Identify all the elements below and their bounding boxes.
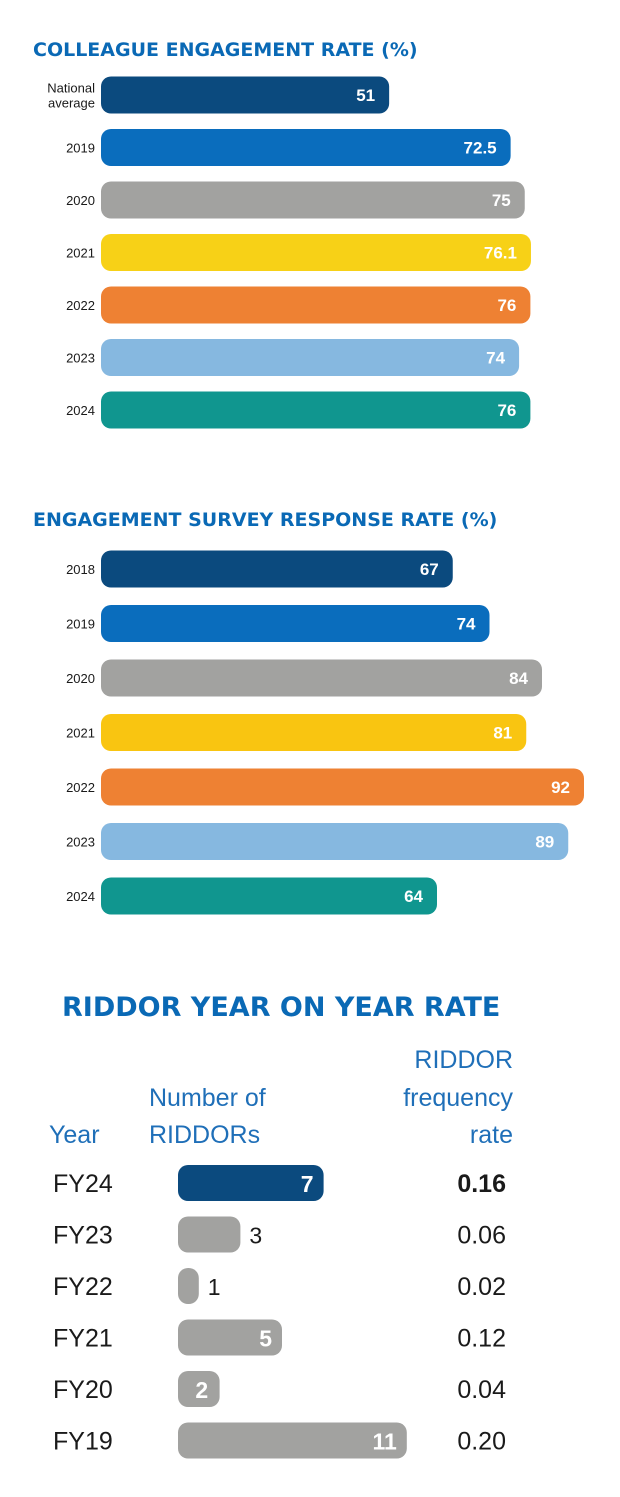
riddor-bar [178, 1371, 220, 1407]
bar [101, 768, 584, 806]
riddor-bar [178, 1319, 282, 1356]
rate-column-header-line: RIDDOR [414, 1046, 513, 1074]
category-label: 2019 [66, 617, 95, 632]
riddor-value-label: 5 [259, 1326, 272, 1352]
category-label: 2021 [66, 246, 95, 261]
riddor-bar [178, 1165, 324, 1201]
riddor-value-label: 7 [301, 1171, 314, 1197]
riddor-value-label: 1 [208, 1274, 221, 1300]
bar-value-label: 74 [457, 615, 476, 634]
bar [101, 181, 525, 219]
bar-value-label: 92 [551, 778, 570, 797]
bar-value-label: 72.5 [464, 139, 497, 158]
category-label: 2024 [66, 403, 95, 418]
category-label: 2019 [66, 141, 95, 156]
bar [101, 659, 542, 697]
category-label: 2024 [66, 889, 95, 904]
chart-title: COLLEAGUE ENGAGEMENT RATE (%) [33, 39, 418, 61]
frequency-rate-label: 0.16 [457, 1170, 506, 1198]
category-label: National [47, 81, 95, 96]
bar [101, 823, 569, 860]
count-column-header-line: RIDDORs [149, 1121, 260, 1149]
riddor-value-label: 3 [249, 1223, 262, 1249]
bar-value-label: 64 [404, 887, 423, 906]
year-label: FY21 [53, 1325, 113, 1353]
bar-value-label: 84 [509, 669, 528, 688]
bar [101, 339, 520, 376]
frequency-rate-label: 0.12 [457, 1325, 506, 1353]
frequency-rate-label: 0.20 [457, 1428, 506, 1456]
frequency-rate-label: 0.02 [457, 1273, 506, 1301]
chart-survey-response: ENGAGEMENT SURVEY RESPONSE RATE (%) 67 20… [33, 509, 584, 915]
count-column-header-line: Number of [149, 1084, 266, 1112]
bar-value-label: 89 [535, 833, 554, 852]
chart-title: RIDDOR YEAR ON YEAR RATE [62, 992, 500, 1023]
bar-value-label: 67 [420, 560, 439, 579]
bar-value-label: 76.1 [484, 244, 517, 263]
bar-value-label: 76 [497, 401, 516, 420]
category-label: 2021 [66, 726, 95, 741]
year-label: FY24 [53, 1170, 113, 1198]
riddor-value-label: 2 [195, 1377, 208, 1403]
bar [101, 234, 531, 271]
category-label: 2022 [66, 298, 95, 313]
bar-value-label: 51 [356, 86, 375, 105]
chart-colleague-engagement: COLLEAGUE ENGAGEMENT RATE (%) 51 National… [33, 39, 531, 429]
bar [101, 714, 527, 751]
bar-value-label: 75 [492, 191, 511, 210]
rate-column-header-line: frequency [403, 1084, 513, 1112]
category-label: 2020 [66, 671, 95, 686]
bar [101, 605, 490, 642]
year-label: FY23 [53, 1222, 113, 1250]
category-label: 2018 [66, 562, 95, 577]
year-column-header: Year [49, 1121, 100, 1149]
riddor-bar [178, 1216, 241, 1253]
category-label: 2022 [66, 780, 95, 795]
bar [101, 129, 511, 166]
category-label: 2020 [66, 193, 95, 208]
category-label: 2023 [66, 351, 95, 366]
bar-value-label: 81 [493, 724, 512, 743]
category-label: 2023 [66, 835, 95, 850]
bar [101, 877, 437, 915]
riddor-bar [178, 1268, 199, 1304]
category-label: average [48, 96, 95, 111]
year-label: FY19 [53, 1428, 113, 1456]
riddor-bar [178, 1422, 407, 1459]
chart-riddor: RIDDOR YEAR ON YEAR RATE Year Number of … [49, 992, 513, 1459]
bar [101, 76, 390, 114]
year-label: FY20 [53, 1376, 113, 1404]
bar [101, 391, 531, 429]
rate-column-header-line: rate [470, 1121, 513, 1149]
riddor-value-label: 11 [372, 1429, 397, 1455]
bar-value-label: 76 [497, 296, 516, 315]
year-label: FY22 [53, 1273, 113, 1301]
frequency-rate-label: 0.06 [457, 1222, 506, 1250]
bar [101, 286, 531, 324]
bar-value-label: 74 [486, 349, 505, 368]
frequency-rate-label: 0.04 [457, 1376, 506, 1404]
chart-title: ENGAGEMENT SURVEY RESPONSE RATE (%) [33, 509, 497, 531]
bar [101, 550, 453, 588]
